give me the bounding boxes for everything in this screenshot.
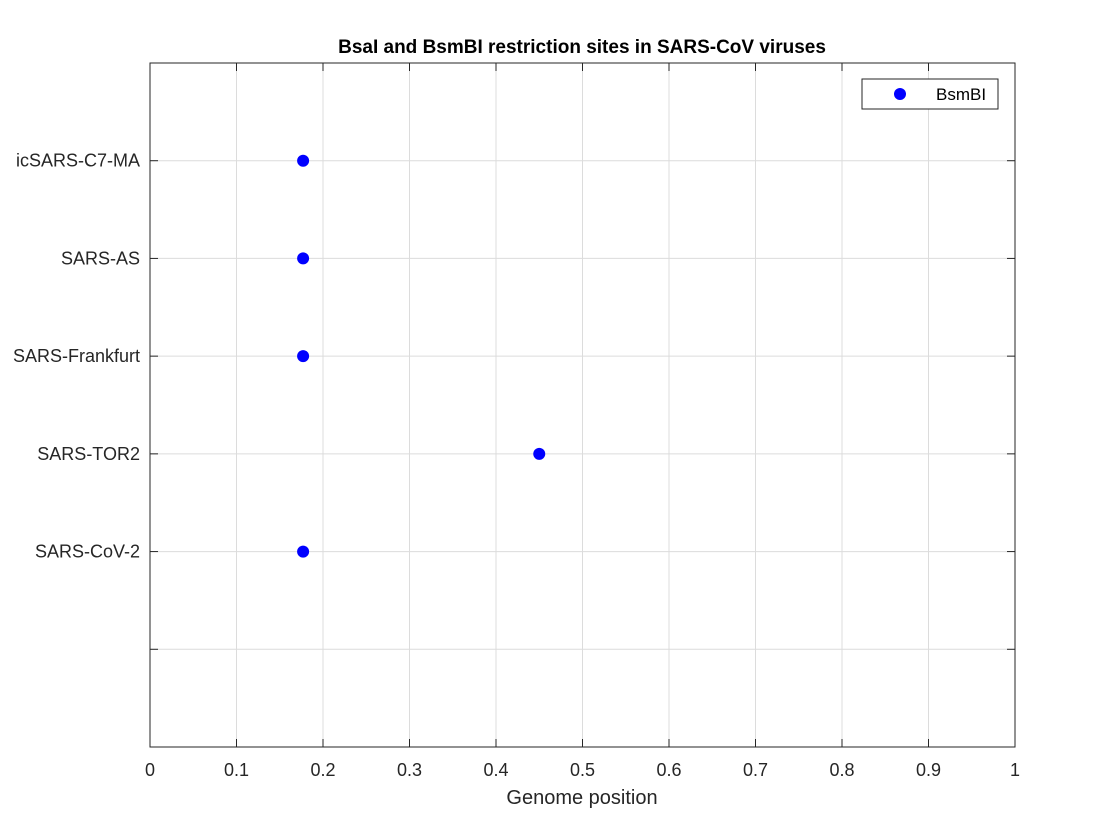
legend-marker xyxy=(894,88,906,100)
data-point xyxy=(297,154,310,167)
y-tick-label: SARS-TOR2 xyxy=(37,444,140,464)
x-tick-label: 0.4 xyxy=(483,760,508,780)
x-tick-label: 0.8 xyxy=(829,760,854,780)
x-tick-label: 0.1 xyxy=(224,760,249,780)
data-point xyxy=(297,252,310,265)
x-tick-label: 0.7 xyxy=(743,760,768,780)
y-tick-label: SARS-Frankfurt xyxy=(13,346,140,366)
y-tick-label: icSARS-C7-MA xyxy=(16,151,140,171)
y-axis-ticks: icSARS-C7-MA SARS-AS SARS-Frankfurt SARS-TO… xyxy=(13,151,1015,650)
legend-entry-bsmbi: BsmBI xyxy=(936,85,986,104)
y-tick-label: SARS-CoV-2 xyxy=(35,542,140,562)
x-tick-label: 1 xyxy=(1010,760,1020,780)
x-tick-label: 0.3 xyxy=(397,760,422,780)
x-tick-label: 0.2 xyxy=(310,760,335,780)
x-tick-label: 0.9 xyxy=(916,760,941,780)
x-tick-label: 0.6 xyxy=(656,760,681,780)
data-point xyxy=(297,545,310,558)
x-tick-label: 0 xyxy=(145,760,155,780)
chart-title: BsaI and BsmBI restriction sites in SARS… xyxy=(338,37,826,58)
y-tick-label: SARS-AS xyxy=(61,248,140,268)
legend: BsmBI xyxy=(861,78,999,110)
data-point xyxy=(533,447,546,460)
x-axis-label: Genome position xyxy=(506,787,657,809)
x-axis-ticks: 0 0.1 0.2 0.3 0.4 0.5 0.6 0.7 0.8 0.9 1 xyxy=(145,63,1020,780)
data-points xyxy=(297,154,546,558)
legend-box xyxy=(861,78,999,110)
x-tick-label: 0.5 xyxy=(570,760,595,780)
data-point xyxy=(297,350,310,363)
